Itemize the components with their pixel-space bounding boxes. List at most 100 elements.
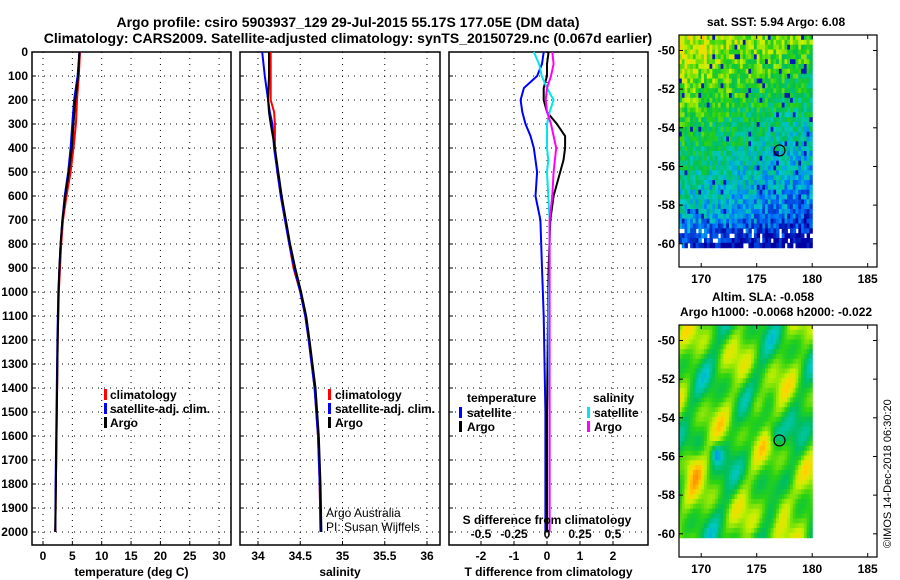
title-line-1: Argo profile: csiro 5903937_129 29-Jul-2… bbox=[116, 14, 579, 30]
y-tick-label: 2000 bbox=[1, 525, 28, 539]
sla-map-subtitle: Argo h1000: -0.0068 h2000: -0.022 bbox=[680, 305, 872, 319]
y-tick-label: 1800 bbox=[1, 477, 28, 491]
argo-location-marker bbox=[773, 144, 786, 157]
salinity-Argo-line bbox=[544, 51, 558, 532]
lat-tick-label: -50 bbox=[658, 43, 676, 57]
title-line-2: Climatology: CARS2009. Satellite-adjuste… bbox=[44, 30, 652, 46]
s-tick-label: 0.25 bbox=[568, 527, 592, 541]
y-tick-label: 1100 bbox=[2, 309, 28, 323]
legend-label: Argo bbox=[594, 420, 622, 434]
x-tick-label: 35.5 bbox=[373, 549, 397, 563]
x-tick-label: 36 bbox=[420, 549, 434, 563]
temperature-satellite-line bbox=[519, 51, 547, 532]
x-tick-label: 34 bbox=[251, 549, 265, 563]
y-tick-label: 1600 bbox=[1, 429, 28, 443]
Argo-line bbox=[267, 52, 323, 533]
lat-tick-label: -58 bbox=[658, 198, 676, 212]
x-tick-label: 10 bbox=[95, 549, 109, 563]
lat-tick-label: -54 bbox=[658, 121, 676, 135]
climatology-line bbox=[269, 52, 322, 533]
credit-text: ©IMOS 14-Dec-2018 06:30:20 bbox=[882, 399, 894, 548]
argo-location-marker bbox=[773, 434, 786, 447]
lat-tick-label: -60 bbox=[658, 237, 676, 251]
lat-tick-label: -52 bbox=[658, 82, 676, 96]
legend-swatch bbox=[587, 421, 590, 432]
y-tick-label: 600 bbox=[8, 189, 28, 203]
lat-tick-label: -56 bbox=[658, 159, 676, 173]
legend-title-temperature: temperature bbox=[467, 391, 537, 405]
legend-swatch bbox=[104, 389, 107, 400]
x-tick-label: 35 bbox=[336, 549, 350, 563]
y-tick-label: 200 bbox=[8, 93, 28, 107]
legend-label: Argo bbox=[335, 416, 363, 430]
temperature-profile-panel: 0 5 10 15 20 25 30 temperature (deg C) 0 100 200 30… bbox=[1, 45, 232, 579]
lon-tick-label: 175 bbox=[747, 562, 767, 576]
s-axis-label: S difference from climatology bbox=[463, 513, 632, 527]
legend-label: Argo bbox=[110, 416, 138, 430]
axes-frame bbox=[678, 34, 878, 268]
legend-swatch bbox=[459, 407, 462, 418]
y-tick-label: 1500 bbox=[1, 405, 28, 419]
lon-tick-label: 185 bbox=[858, 272, 878, 286]
lat-tick-label: -60 bbox=[658, 527, 676, 541]
y-tick-label: 900 bbox=[8, 261, 28, 275]
sla-map-panel: 170 175 180 185 -50 -52 -54 -56 -58 -60 bbox=[658, 324, 878, 576]
legend-swatch bbox=[328, 403, 331, 414]
lon-tick-label: 185 bbox=[858, 562, 878, 576]
legend-swatch bbox=[104, 417, 107, 428]
Argo-line bbox=[54, 51, 81, 533]
y-tick-label: 1900 bbox=[1, 501, 28, 515]
x-tick-label: 0 bbox=[544, 549, 551, 563]
y-tick-label: 700 bbox=[8, 213, 28, 227]
x-tick-label: 0 bbox=[40, 549, 47, 563]
sst-map-title: sat. SST: 5.94 Argo: 6.08 bbox=[707, 15, 846, 29]
x-tick-label: 34.5 bbox=[289, 549, 313, 563]
legend-label: satellite bbox=[594, 406, 639, 420]
lat-tick-label: -52 bbox=[658, 372, 676, 386]
y-tick-label: 1000 bbox=[1, 285, 28, 299]
lon-tick-label: 180 bbox=[802, 562, 822, 576]
legend-label: Argo bbox=[467, 420, 495, 434]
lon-tick-label: 170 bbox=[691, 562, 711, 576]
lat-tick-label: -50 bbox=[658, 333, 676, 347]
lat-tick-label: -54 bbox=[658, 411, 676, 425]
sla-heatmap-cells bbox=[679, 325, 813, 539]
x-tick-label: 30 bbox=[212, 549, 226, 563]
axes-frame bbox=[678, 324, 878, 558]
s-tick-label: -0.5 bbox=[471, 527, 492, 541]
legend-label: satellite-adj. clim. bbox=[110, 402, 210, 416]
legend-label: satellite-adj. clim. bbox=[335, 402, 435, 416]
lon-tick-label: 180 bbox=[802, 272, 822, 286]
y-tick-label: 100 bbox=[8, 69, 28, 83]
axes-frame bbox=[239, 51, 441, 546]
lat-tick-label: -58 bbox=[658, 488, 676, 502]
y-tick-label: 800 bbox=[8, 237, 28, 251]
sla-map-title: Altim. SLA: -0.058 bbox=[712, 290, 814, 304]
x-tick-label: 25 bbox=[183, 549, 197, 563]
legend-swatch bbox=[459, 421, 462, 432]
x-tick-label: 2 bbox=[610, 549, 617, 563]
legend-swatch bbox=[104, 403, 107, 414]
y-tick-label: 300 bbox=[8, 117, 28, 131]
x-axis-label: salinity bbox=[319, 565, 361, 579]
legend-label: satellite bbox=[467, 406, 512, 420]
s-tick-label: -0.25 bbox=[500, 527, 528, 541]
legend-title-salinity: salinity bbox=[593, 391, 635, 405]
x-axis-label: temperature (deg C) bbox=[74, 565, 188, 579]
y-tick-label: 1700 bbox=[1, 453, 28, 467]
x-axis-label: T difference from climatology bbox=[464, 565, 632, 579]
s-tick-label: 0.5 bbox=[605, 527, 622, 541]
x-tick-label: 20 bbox=[154, 549, 168, 563]
y-tick-label: 1200 bbox=[1, 333, 28, 347]
legend-swatch bbox=[587, 407, 590, 418]
x-tick-label: 5 bbox=[69, 549, 76, 563]
sst-heatmap-cells bbox=[679, 35, 813, 249]
y-tick-label: 0 bbox=[21, 45, 28, 59]
y-tick-label: 1400 bbox=[1, 381, 28, 395]
difference-profile-panel: -2 -1 0 1 2 T difference from climatology S di… bbox=[448, 51, 649, 579]
y-tick-label: 1300 bbox=[1, 357, 28, 371]
lon-tick-label: 170 bbox=[691, 272, 711, 286]
x-tick-label: -2 bbox=[476, 549, 487, 563]
sst-map-panel: 170 175 180 185 -50 -52 -54 -56 -58 -60 bbox=[658, 34, 878, 286]
